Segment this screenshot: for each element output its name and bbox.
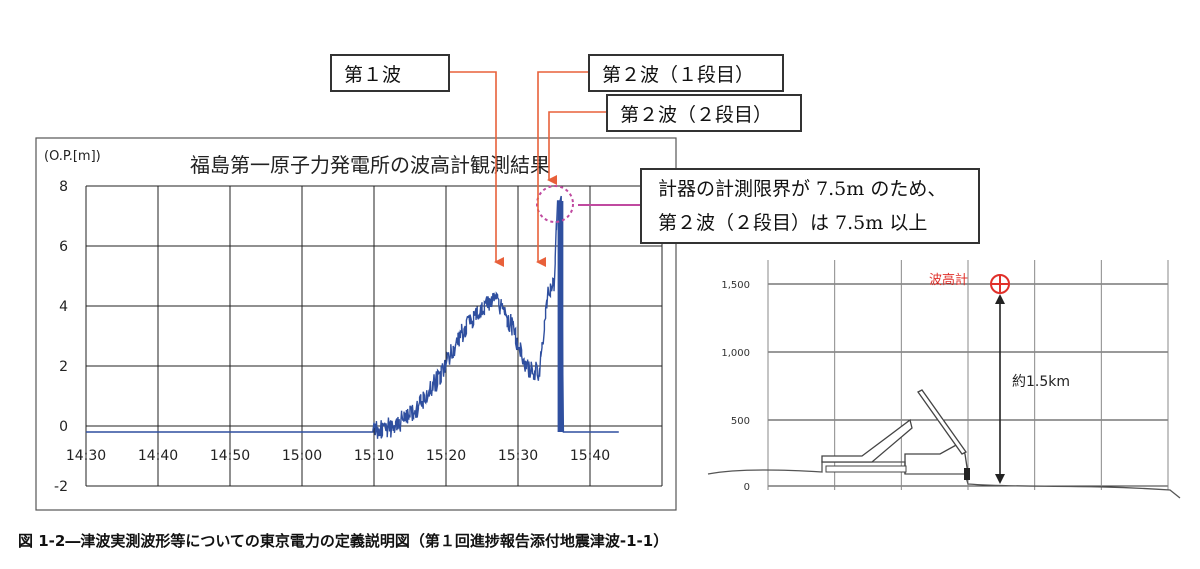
- y-tick-label: 2: [59, 359, 68, 375]
- y-tick-label: -2: [54, 479, 68, 495]
- measurement-limit-note: 計器の計測限界が 7.5m のため、 第２波（２段目）は 7.5m 以上: [640, 168, 980, 244]
- x-tick-label: 14:40: [138, 448, 178, 464]
- x-tick-labels: 14:30 14:40 14:50 15:00 15:10 15:20 15:30 15:40: [66, 448, 610, 464]
- ground-line: [707, 461, 1181, 499]
- site-y-tick-labels: 1,500 1,000 500 0: [721, 280, 750, 493]
- y-tick-label: 0: [59, 419, 68, 435]
- breakwater-south: [821, 418, 913, 463]
- breakwater-arm: [917, 389, 967, 455]
- site-y-tick-label: 0: [744, 482, 750, 493]
- wave-gauge-icon: [990, 274, 1010, 294]
- site-y-tick-label: 1,500: [721, 280, 750, 291]
- y-tick-label: 8: [59, 179, 68, 195]
- limit-bar: [557, 201, 564, 432]
- y-tick-labels: 8 6 4 2 0 -2: [54, 179, 68, 495]
- wave2-stage1-label: 第２波（１段目）: [588, 54, 784, 92]
- x-tick-label: 15:30: [498, 448, 538, 464]
- site-grid: [767, 260, 1169, 490]
- wave2-stage2-label: 第２波（２段目）: [606, 94, 802, 132]
- site-y-tick-label: 500: [731, 416, 750, 427]
- port-structure: [825, 465, 907, 473]
- breakwater-north: [904, 443, 969, 475]
- y-tick-label: 6: [59, 239, 68, 255]
- x-tick-label: 14:50: [210, 448, 250, 464]
- figure-caption: 図 1-2―津波実測波形等についての東京電力の定義説明図（第１回進捗報告添付地震…: [18, 532, 669, 550]
- y-axis-unit: (O.P.[m]): [44, 149, 101, 164]
- note-line-2: 第２波（２段目）は 7.5m 以上: [658, 212, 928, 234]
- x-tick-label: 14:30: [66, 448, 106, 464]
- x-tick-label: 15:10: [354, 448, 394, 464]
- distance-label: 約1.5km: [1012, 374, 1070, 390]
- site-y-tick-label: 1,000: [721, 348, 750, 359]
- y-tick-label: 4: [59, 299, 68, 315]
- note-line-1: 計器の計測限界が 7.5m のため、: [658, 178, 947, 200]
- distance-arrow: [995, 294, 1005, 484]
- wave1-label: 第１波: [330, 54, 450, 92]
- series-line-0: [86, 195, 619, 439]
- pier-block: [964, 468, 970, 480]
- x-tick-label: 15:20: [426, 448, 466, 464]
- chart-series: [86, 195, 619, 439]
- x-tick-label: 15:40: [570, 448, 610, 464]
- x-tick-label: 15:00: [282, 448, 322, 464]
- wave-gauge-label: 波高計: [929, 272, 968, 288]
